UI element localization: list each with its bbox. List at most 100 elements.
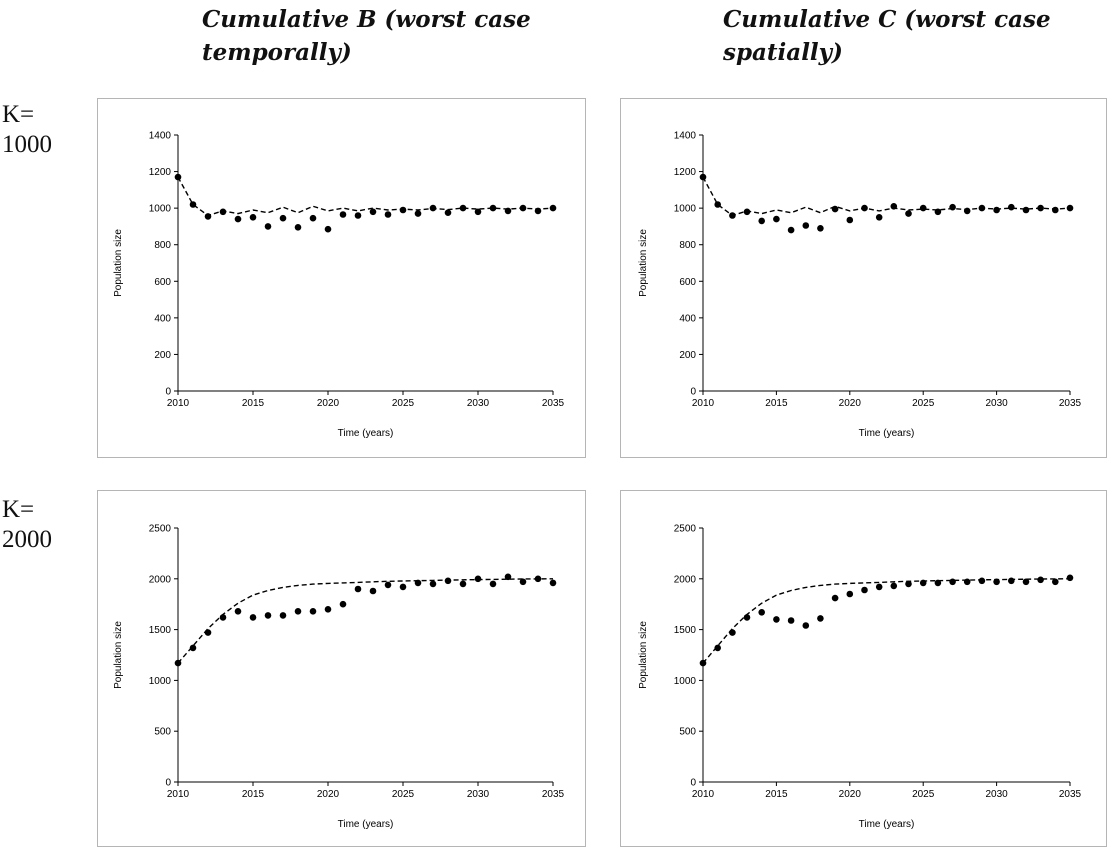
data-point — [204, 629, 212, 636]
data-point — [714, 201, 721, 208]
dashed-trend-line — [702, 578, 1071, 664]
data-point — [1022, 578, 1030, 586]
y-tick-label: 800 — [154, 240, 171, 251]
data-point — [174, 659, 182, 667]
y-tick-label: 800 — [679, 240, 696, 251]
y-tick-label: 2500 — [149, 524, 172, 535]
y-tick-label: 500 — [154, 727, 171, 738]
y-tick-label: 1200 — [674, 167, 697, 178]
data-point — [324, 606, 332, 613]
data-point — [1008, 203, 1015, 211]
data-point — [1052, 206, 1059, 214]
data-point — [729, 212, 736, 219]
y-tick-label: 1400 — [149, 131, 172, 142]
data-point — [1022, 206, 1030, 214]
data-point — [846, 590, 854, 598]
data-point — [963, 578, 971, 586]
data-point — [519, 578, 527, 586]
data-point — [444, 209, 452, 216]
dashed-trend-line — [702, 176, 1071, 217]
x-axis-title: Time (years) — [338, 819, 394, 830]
data-point — [802, 222, 810, 229]
y-tick-label: 2500 — [674, 524, 697, 535]
row-label-k2000: K= 2000 — [2, 495, 52, 555]
data-point — [831, 594, 839, 602]
data-point — [429, 204, 437, 212]
column-title-c-line2: spatially) — [723, 39, 843, 66]
x-tick-label: 2035 — [542, 398, 565, 409]
x-tick-label: 2020 — [839, 398, 862, 409]
x-tick-label: 2010 — [692, 398, 715, 409]
row-label-k1000-line2: 1000 — [2, 131, 52, 158]
data-point — [324, 225, 332, 233]
data-point — [189, 201, 197, 208]
data-point — [1037, 204, 1044, 212]
data-point — [219, 614, 227, 621]
y-tick-label: 1500 — [674, 625, 697, 636]
data-point — [474, 208, 482, 216]
data-point — [758, 609, 765, 616]
data-point — [279, 214, 287, 222]
data-point — [189, 644, 197, 652]
y-tick-label: 0 — [165, 387, 171, 398]
data-point — [234, 608, 242, 615]
data-point — [309, 214, 317, 222]
x-tick-label: 2025 — [392, 398, 415, 409]
data-point — [905, 210, 912, 217]
x-axis-title: Time (years) — [859, 428, 915, 439]
x-tick-label: 2035 — [542, 789, 565, 800]
x-tick-label: 2020 — [839, 789, 862, 800]
data-point — [549, 204, 557, 212]
data-point — [758, 217, 765, 225]
data-point — [474, 575, 482, 583]
chart-panel-k1000-c: 0 200 400 600 800 1000 1200 1400 2010 2015 2020 202… — [620, 98, 1107, 458]
data-point — [414, 579, 422, 587]
data-point — [369, 208, 377, 216]
column-title-c-line1: Cumulative C (worst case — [723, 6, 1051, 33]
x-tick-label: 2035 — [1059, 789, 1082, 800]
x-tick-label: 2010 — [167, 398, 190, 409]
data-point — [978, 577, 986, 585]
y-tick-label: 1000 — [149, 204, 172, 215]
data-point — [399, 206, 407, 214]
x-tick-label: 2020 — [317, 398, 340, 409]
data-point — [934, 579, 942, 587]
data-point — [294, 224, 302, 231]
data-point — [831, 205, 839, 213]
data-point — [234, 215, 242, 223]
chart-panel-k1000-b: 0 200 400 600 800 1000 1200 1400 2010 2015 2020 202… — [97, 98, 586, 458]
y-axis-title: Population size — [638, 229, 649, 297]
x-tick-label: 2015 — [765, 398, 788, 409]
data-point — [861, 204, 868, 212]
chart-k2000-c: 0 500 1000 1500 2000 2500 2010 2015 2020 2025 2030… — [638, 524, 1082, 831]
column-title-b: Cumulative B (worst case temporally) — [202, 3, 531, 69]
data-point — [949, 578, 956, 586]
data-point — [993, 578, 1000, 586]
x-tick-label: 2030 — [985, 398, 1008, 409]
data-point — [890, 582, 898, 590]
column-title-b-line2: temporally) — [202, 39, 352, 66]
y-tick-label: 500 — [679, 727, 696, 738]
data-point — [978, 204, 986, 212]
y-tick-label: 1000 — [149, 676, 172, 687]
data-point — [489, 580, 497, 588]
row-label-k2000-line1: K= — [2, 496, 35, 523]
x-tick-label: 2025 — [392, 789, 415, 800]
data-point — [174, 173, 182, 181]
data-point — [489, 204, 497, 212]
y-tick-label: 0 — [165, 778, 171, 789]
data-point — [1052, 578, 1059, 586]
data-point — [339, 600, 347, 608]
data-point — [534, 575, 542, 583]
data-point — [919, 579, 927, 587]
y-tick-label: 400 — [154, 313, 171, 324]
data-point — [534, 207, 542, 215]
data-point — [817, 225, 824, 232]
y-tick-label: 0 — [690, 387, 696, 398]
data-point — [773, 616, 780, 623]
x-tick-label: 2010 — [692, 789, 715, 800]
data-point — [861, 586, 868, 594]
data-point — [802, 622, 810, 629]
data-point — [787, 226, 795, 234]
data-point — [743, 208, 751, 216]
